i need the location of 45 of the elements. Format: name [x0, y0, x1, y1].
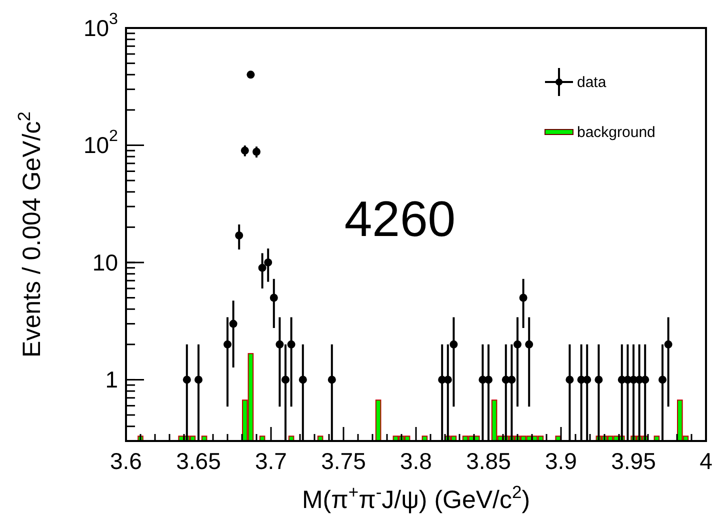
x-tick-label: 3.65	[176, 448, 221, 474]
point	[194, 376, 202, 384]
point	[450, 340, 458, 348]
point	[525, 340, 534, 348]
point	[258, 264, 266, 272]
point	[566, 376, 574, 384]
point	[264, 258, 272, 266]
x-tick-label: 3.75	[321, 448, 366, 474]
annotation: 4260	[344, 191, 456, 247]
x-tick-label: 3.6	[110, 448, 142, 474]
x-tick-label: 3.9	[545, 448, 577, 474]
point	[252, 148, 260, 156]
y-tick-label: 1	[105, 366, 118, 393]
legend-label: data	[577, 74, 607, 91]
point	[270, 294, 278, 302]
point	[240, 146, 249, 155]
point	[514, 340, 522, 348]
point	[287, 340, 296, 348]
point	[583, 376, 592, 384]
y-tick-label: 10$^{3}$	[83, 10, 118, 41]
point	[658, 376, 666, 384]
x-tick-label: 3.7	[255, 448, 287, 474]
y-tick-label: 10	[92, 249, 118, 276]
point	[664, 340, 672, 348]
legend-label: background	[577, 124, 656, 141]
point	[229, 320, 238, 328]
point	[641, 376, 650, 384]
x-axis-title: M(π$^{+}$π$^{-}$J/ψ) (GeV/c$^{2}$)	[302, 482, 530, 514]
x-tick-label: 3.95	[611, 448, 656, 474]
point	[235, 231, 244, 240]
x-tick-label: 3.85	[466, 448, 511, 474]
point	[508, 376, 516, 384]
y-tick-label: 10$^{2}$	[83, 127, 118, 158]
point	[484, 376, 492, 384]
point	[328, 376, 336, 384]
x-tick-label: 4	[700, 448, 712, 474]
point	[246, 70, 255, 79]
x-tick-label: 3.8	[400, 448, 432, 474]
point	[298, 376, 307, 384]
point	[594, 376, 603, 384]
point	[182, 376, 191, 384]
point	[519, 294, 528, 302]
point	[282, 376, 290, 384]
point	[224, 340, 232, 348]
point	[276, 340, 284, 348]
